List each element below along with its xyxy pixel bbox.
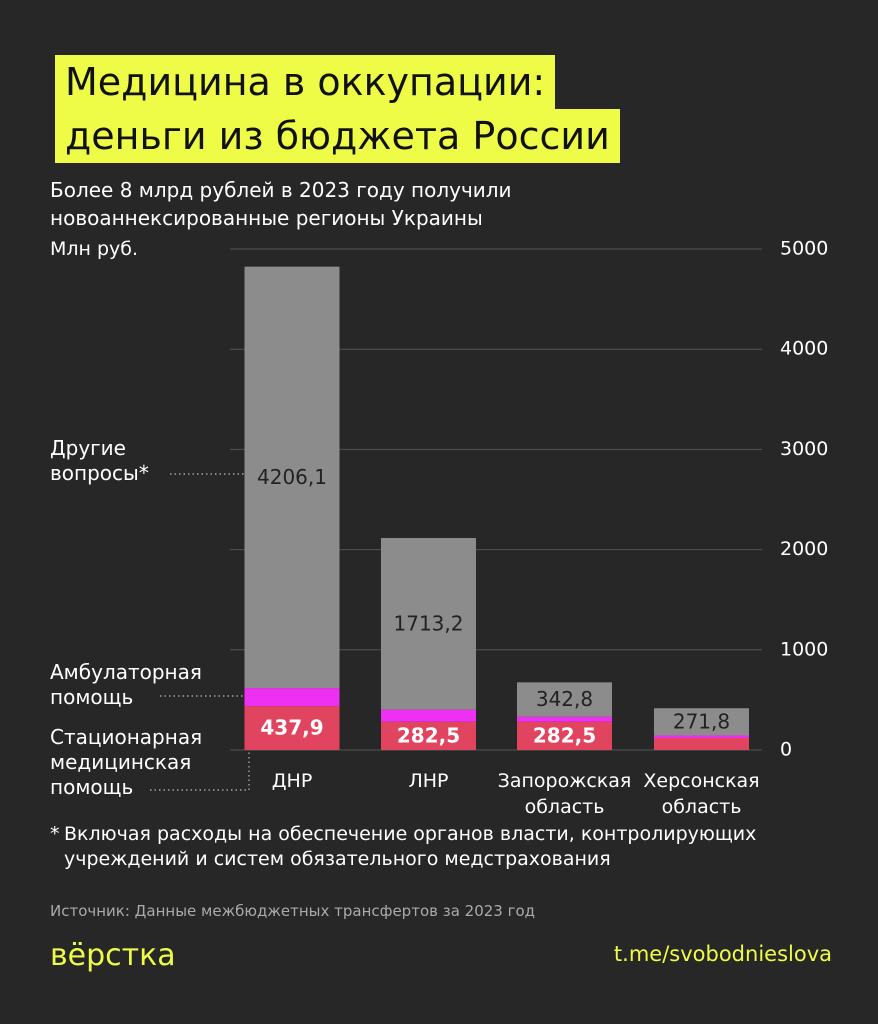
- subtitle: Более 8 млрд рублей в 2023 году получили…: [50, 178, 512, 230]
- bar-segment: [244, 706, 340, 750]
- bar-segment: [517, 721, 612, 750]
- x-tick-label: ДНР: [271, 770, 313, 792]
- bar-segment: [381, 721, 476, 750]
- value-label: 342,8: [536, 687, 593, 711]
- y-tick-label: 4000: [780, 338, 828, 360]
- logo: вёрстка: [50, 938, 176, 973]
- bar-segment: [654, 735, 749, 738]
- bar-segment: [654, 737, 749, 750]
- x-tick-label: Запорожская область: [497, 770, 632, 818]
- bar-segment: [244, 266, 340, 689]
- footnote: * Включая расходы на обеспечение органов…: [50, 822, 834, 872]
- value-label: 437,9: [260, 716, 323, 740]
- footnote-text: Включая расходы на обеспечение органов в…: [64, 823, 757, 870]
- legend-label: Стационарная медицинская помощь: [50, 725, 203, 799]
- bar-segment: [517, 682, 612, 717]
- value-label: 282,5: [397, 723, 460, 747]
- value-label: 282,5: [533, 723, 596, 747]
- y-tick-label: 2000: [780, 538, 828, 560]
- value-label: 271,8: [673, 709, 730, 733]
- bar-segment: [244, 688, 340, 707]
- y-label: Млн руб.: [50, 238, 139, 260]
- value-label: 4206,1: [257, 465, 327, 489]
- legend-label: Другие вопросы*: [50, 436, 149, 485]
- y-tick-label: 5000: [780, 238, 828, 260]
- value-label: 1713,2: [394, 611, 464, 635]
- source: Источник: Данные межбюджетных трансферто…: [50, 902, 536, 920]
- y-tick-label: 3000: [780, 438, 828, 460]
- y-tick-label: 0: [780, 739, 792, 761]
- y-tick-label: 1000: [780, 638, 828, 660]
- link[interactable]: t.me/svobodnieslova: [613, 942, 832, 966]
- title-line: деньги из бюджета России: [55, 109, 620, 163]
- title-line: Медицина в оккупации:: [55, 55, 556, 109]
- legend-label: Амбулаторная помощь: [50, 660, 202, 709]
- title: Медицина в оккупации: деньги из бюджета …: [55, 55, 620, 163]
- x-tick-label: Херсонская область: [643, 770, 760, 818]
- bar-segment: [381, 538, 476, 710]
- bar-segment: [654, 708, 749, 736]
- bar-segment: [517, 716, 612, 722]
- bar-segment: [381, 709, 476, 722]
- footnote-mark: *: [50, 823, 60, 845]
- x-tick-label: ЛНР: [408, 770, 449, 792]
